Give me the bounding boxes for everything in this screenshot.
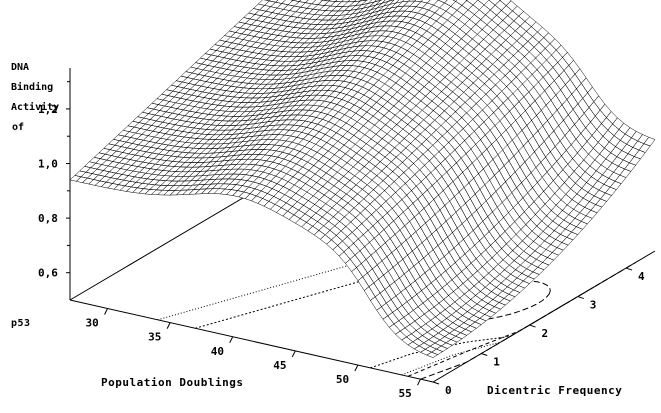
x-tick-label: 55 (398, 387, 411, 400)
contour-line (401, 341, 501, 376)
y-axis-label: Dicentric Frequency (487, 384, 623, 397)
surface-patch (190, 35, 593, 256)
surface-mesh (69, 0, 656, 358)
y-tick (529, 324, 536, 328)
z-axis-label: DNA Binding Activity of (11, 62, 60, 133)
axes: 30 35 40 45 50 55 0 1 2 3 4 0,6 0,8 1,0 1,2 (38, 68, 656, 400)
surface-patch (69, 161, 458, 358)
x-tick (354, 364, 359, 372)
y-tick (481, 353, 488, 356)
x-tick-label: 40 (211, 345, 224, 358)
x-tick-label: 30 (86, 316, 99, 329)
z-label-word: Binding (11, 82, 54, 93)
y-tick-label: 0 (445, 384, 452, 397)
x-tick-label: 35 (148, 331, 161, 344)
surface-patch (88, 130, 492, 343)
x-tick (229, 336, 234, 343)
x-tick (291, 350, 296, 358)
surface-patch (257, 0, 656, 178)
y-tick (625, 267, 633, 271)
z-label-word: p53 (11, 318, 31, 329)
x-axis-label: Population Doublings (101, 376, 244, 389)
x-tick-label: 50 (336, 373, 349, 386)
x-tick (166, 322, 171, 329)
y-tick (577, 296, 584, 300)
y-tick-label: 1 (493, 356, 500, 369)
x-tick (417, 378, 421, 386)
z-tick-label: 1,0 (38, 158, 58, 171)
surface-patch (223, 0, 627, 219)
x-tick (104, 308, 108, 315)
z-tick-label: 0,6 (38, 267, 58, 280)
y-tick-label: 4 (638, 270, 645, 283)
z-label-word: DNA (11, 62, 30, 73)
x-tick-label: 45 (273, 359, 286, 372)
z-label-word: of (11, 122, 25, 133)
y-tick-label: 2 (542, 327, 549, 340)
x-axis-line (69, 299, 434, 383)
y-tick (432, 381, 440, 385)
z-label-word: Activity (11, 102, 60, 113)
y-tick-label: 3 (590, 299, 597, 312)
surface-patch (122, 98, 526, 318)
z-tick-label: 1,2 (38, 103, 58, 116)
y-axis-line (432, 250, 656, 383)
surface-patch (156, 66, 559, 289)
contour-line (370, 335, 511, 369)
contour-line (157, 233, 459, 321)
z-tick-label: 0,8 (38, 212, 58, 225)
